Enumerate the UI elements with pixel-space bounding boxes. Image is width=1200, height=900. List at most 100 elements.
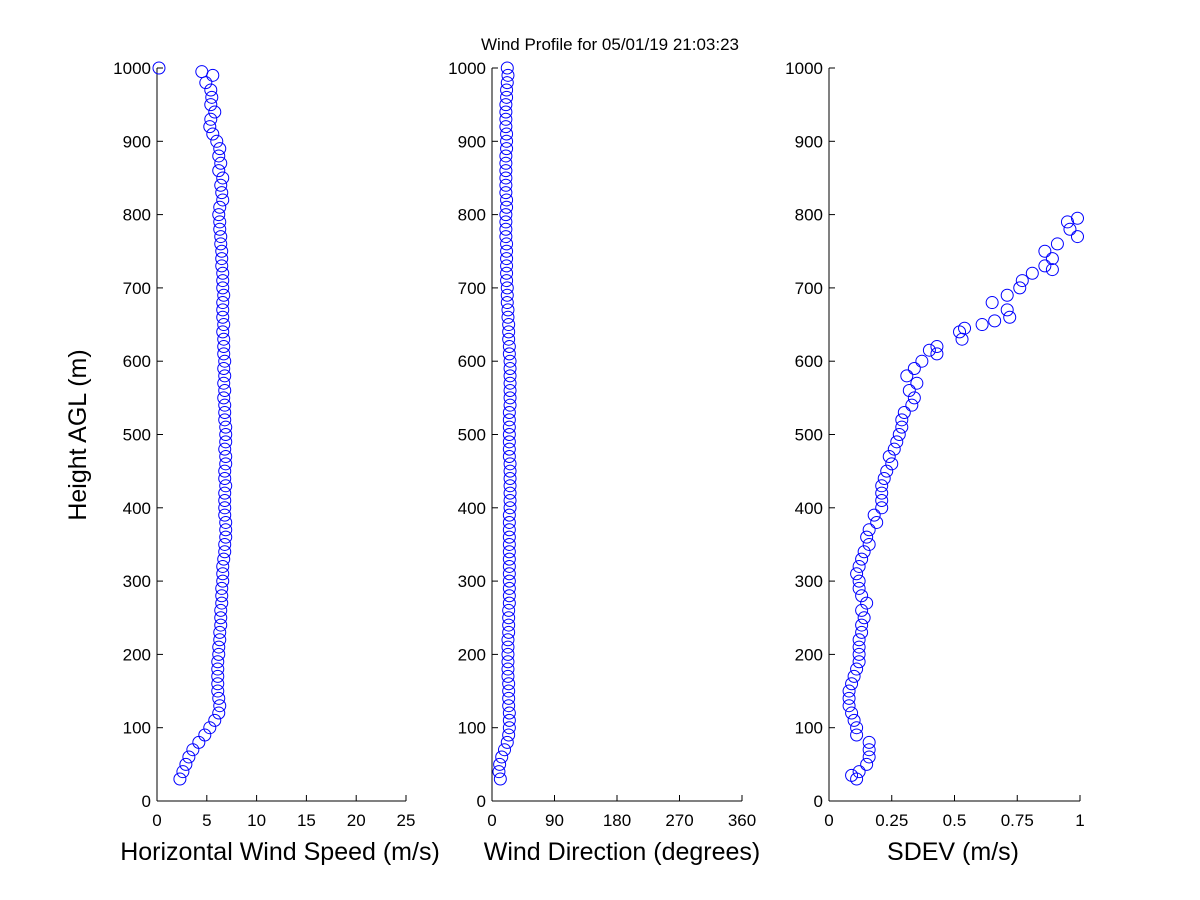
speed-point	[216, 266, 230, 280]
direction-y-tick-label: 1000	[448, 59, 486, 78]
direction-point	[502, 420, 516, 434]
sdev-y-tick-label: 0	[814, 792, 823, 811]
sdev-x-axis-label: SDEV (m/s)	[887, 838, 1019, 866]
speed-point	[218, 442, 232, 456]
sdev-point	[860, 757, 874, 771]
direction-point	[502, 677, 516, 691]
direction-y-tick-label: 700	[458, 279, 486, 298]
sdev-point	[860, 530, 874, 544]
direction-y-tick-label: 400	[458, 499, 486, 518]
speed-point	[211, 684, 225, 698]
speed-point	[217, 288, 231, 302]
speed-point	[182, 750, 196, 764]
sdev-x-tick-label: 0.5	[943, 811, 967, 830]
direction-point	[503, 384, 517, 398]
speed-point	[217, 332, 231, 346]
direction-point	[501, 303, 515, 317]
direction-point	[499, 178, 513, 192]
direction-point	[499, 215, 513, 229]
sdev-point	[842, 691, 856, 705]
speed-point	[152, 61, 166, 75]
direction-point	[502, 728, 516, 742]
sdev-point	[890, 435, 904, 449]
direction-point	[503, 398, 517, 412]
direction-point	[501, 640, 515, 654]
sdev-point	[1025, 266, 1039, 280]
speed-point	[212, 691, 226, 705]
speed-point	[198, 728, 212, 742]
sdev-point	[855, 618, 869, 632]
speed-point	[218, 545, 232, 559]
sdev-point	[860, 596, 874, 610]
sdev-point	[930, 347, 944, 361]
figure-title: Wind Profile for 05/01/19 21:03:23	[481, 35, 739, 54]
sdev-point	[885, 457, 899, 471]
sdev-point	[887, 442, 901, 456]
speed-point	[214, 611, 228, 625]
speed-point	[217, 391, 231, 405]
sdev-y-tick-label: 100	[795, 719, 823, 738]
sdev-point	[895, 420, 909, 434]
direction-point	[500, 274, 514, 288]
speed-point	[214, 603, 228, 617]
speed-point	[217, 376, 231, 390]
direction-point	[500, 83, 514, 97]
direction-y-tick-label: 900	[458, 132, 486, 151]
speed-point	[217, 340, 231, 354]
sdev-point	[852, 581, 866, 595]
sdev-point	[852, 633, 866, 647]
speed-point	[218, 398, 232, 412]
direction-point	[503, 376, 517, 390]
direction-panel: 0 100 200 300 400 500 600 700 800 900 1000 0 90 180 27…	[448, 59, 756, 830]
sdev-point	[852, 559, 866, 573]
speed-point	[204, 112, 218, 126]
direction-point	[503, 457, 517, 471]
sdev-x-tick-label: 0	[824, 811, 833, 830]
speed-point	[218, 537, 232, 551]
direction-point	[503, 486, 517, 500]
direction-point	[502, 347, 516, 361]
sdev-point	[850, 567, 864, 581]
sdev-point	[862, 750, 876, 764]
direction-point	[500, 252, 514, 266]
sdev-y-tick-label: 300	[795, 572, 823, 591]
direction-x-tick-label: 180	[603, 811, 631, 830]
speed-point	[218, 369, 232, 383]
sdev-point	[988, 314, 1002, 328]
direction-point	[502, 545, 516, 559]
direction-y-tick-label: 500	[458, 426, 486, 445]
speed-x-axis-label: Horizontal Wind Speed (m/s)	[120, 838, 440, 866]
direction-point	[499, 230, 513, 244]
speed-point	[216, 567, 230, 581]
sdev-x-tick-label: 1	[1075, 811, 1084, 830]
speed-point	[212, 164, 226, 178]
direction-point	[499, 105, 513, 119]
speed-point	[217, 318, 231, 332]
y-axis-label: Height AGL (m)	[64, 349, 92, 520]
speed-point	[179, 757, 193, 771]
speed-point	[203, 721, 217, 735]
speed-y-tick-label: 800	[123, 206, 151, 225]
sdev-point	[847, 713, 861, 727]
speed-point	[217, 347, 231, 361]
sdev-point	[958, 321, 972, 335]
direction-point	[503, 391, 517, 405]
speed-point	[211, 677, 225, 691]
sdev-point	[852, 640, 866, 654]
direction-point	[501, 647, 515, 661]
sdev-point	[845, 706, 859, 720]
sdev-point	[910, 376, 924, 390]
direction-point	[502, 589, 516, 603]
sdev-point	[1000, 303, 1014, 317]
sdev-point	[855, 589, 869, 603]
sdev-point	[852, 655, 866, 669]
direction-point	[499, 222, 513, 236]
direction-point	[501, 662, 515, 676]
direction-point	[502, 435, 516, 449]
sdev-point	[855, 603, 869, 617]
speed-point	[216, 274, 230, 288]
direction-point	[499, 186, 513, 200]
direction-point	[502, 340, 516, 354]
speed-point	[218, 464, 232, 478]
